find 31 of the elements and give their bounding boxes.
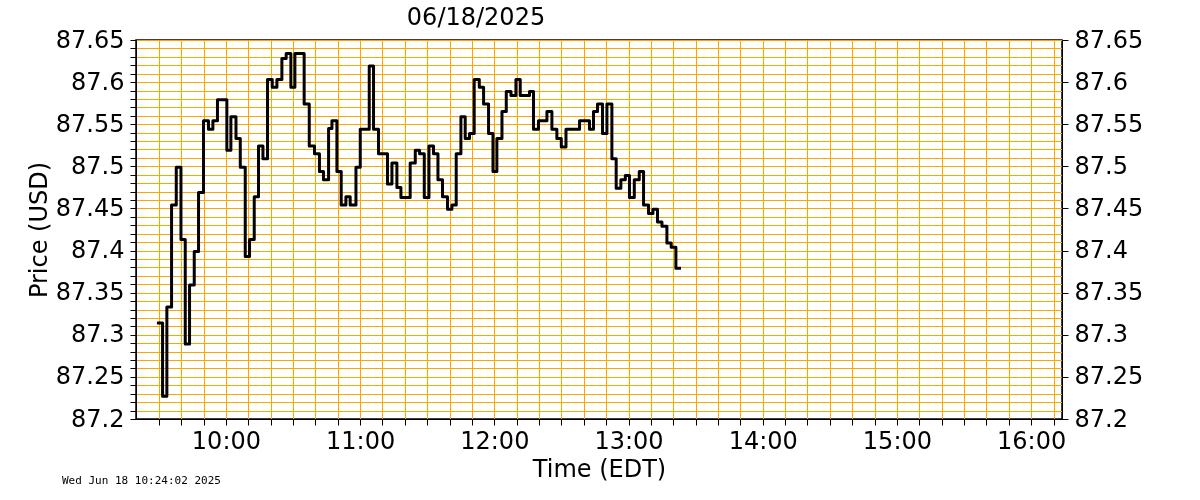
- x-tick-label: 10:00: [191, 426, 261, 455]
- x-tick-label: 15:00: [862, 426, 933, 455]
- y-tick-label: 87.65: [55, 25, 125, 54]
- y2-tick-label: 87.3: [1074, 320, 1128, 349]
- y-tick-label: 87.2: [71, 404, 125, 433]
- x-tick-label: 12:00: [460, 426, 530, 455]
- y-tick-label: 87.6: [71, 67, 125, 96]
- y2-tick-label: 87.25: [1074, 362, 1144, 391]
- y2-tick-label: 87.2: [1074, 404, 1128, 433]
- x-tick-label: 11:00: [326, 426, 396, 455]
- y-tick-label: 87.55: [55, 109, 125, 138]
- y-axis-title: Price (USD): [24, 161, 53, 299]
- y2-tick-label: 87.6: [1074, 67, 1128, 96]
- y2-tick-label: 87.4: [1074, 236, 1128, 265]
- x-tick-label: 14:00: [728, 426, 798, 455]
- y-tick-label: 87.25: [55, 362, 125, 391]
- y2-tick-label: 87.5: [1074, 151, 1128, 180]
- y-tick-label: 87.5: [71, 151, 125, 180]
- y2-tick-label: 87.55: [1074, 109, 1144, 138]
- y-tick-label: 87.35: [55, 278, 125, 307]
- y2-tick-label: 87.45: [1074, 193, 1144, 222]
- x-tick-label: 13:00: [594, 426, 664, 455]
- y-tick-label: 87.3: [71, 320, 125, 349]
- x-tick-label: 16:00: [997, 426, 1067, 455]
- y2-tick-label: 87.35: [1074, 278, 1144, 307]
- y-tick-label: 87.45: [55, 193, 125, 222]
- y-tick-label: 87.4: [71, 236, 125, 265]
- y2-tick-label: 87.65: [1074, 25, 1144, 54]
- x-axis-title: Time (EDT): [531, 454, 667, 483]
- text: Wed Jun 18 10:24:02 2025: [62, 474, 221, 487]
- chart-title: 06/18/2025: [406, 3, 546, 31]
